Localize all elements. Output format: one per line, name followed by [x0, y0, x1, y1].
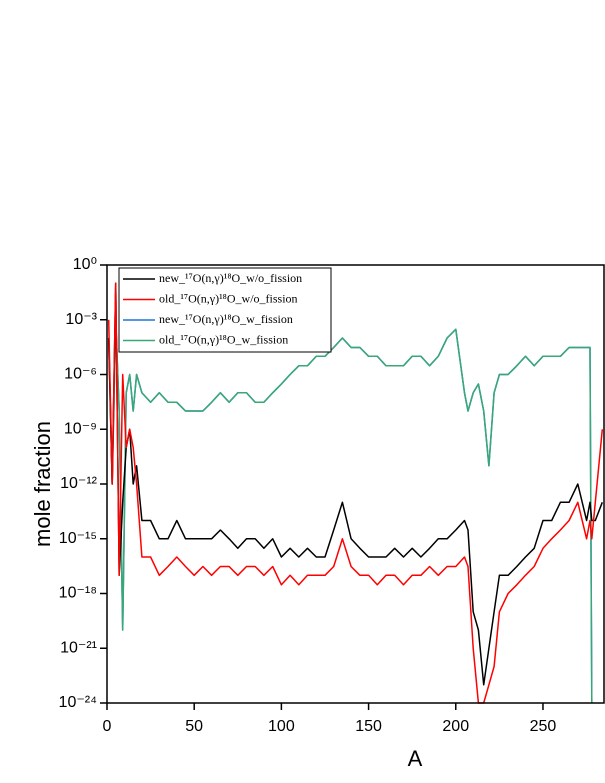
y-tick-label: 10⁰ — [73, 256, 97, 273]
y-axis-label: mole fraction — [30, 421, 55, 547]
legend-label: old_¹⁷O(n,γ)¹⁸O_w_fission — [159, 332, 288, 346]
y-tick-label: 10⁻¹⁸ — [59, 585, 97, 602]
y-tick-label: 10⁻¹⁵ — [59, 530, 97, 547]
y-tick-label: 10⁻⁹ — [64, 420, 97, 437]
x-tick-label: 150 — [355, 718, 382, 735]
series-line — [107, 282, 604, 686]
y-tick-label: 10⁻⁶ — [64, 366, 97, 383]
legend-label: old_¹⁷O(n,γ)¹⁸O_w/o_fission — [159, 291, 298, 305]
series-line — [107, 282, 604, 704]
y-tick-label: 10⁻¹² — [60, 475, 98, 492]
y-tick-label: 10⁻²¹ — [60, 639, 97, 656]
x-tick-label: 200 — [442, 718, 469, 735]
legend-label: new_¹⁷O(n,γ)¹⁸O_w/o_fission — [159, 271, 302, 285]
series-line — [107, 319, 593, 704]
x-tick-label: 100 — [268, 718, 295, 735]
x-tick-label: 250 — [530, 718, 557, 735]
x-axis-label: A — [408, 746, 423, 771]
legend-label: new_¹⁷O(n,γ)¹⁸O_w_fission — [159, 312, 293, 326]
series-line — [107, 319, 593, 704]
y-tick-label: 10⁻³ — [65, 311, 97, 328]
legend-box — [118, 267, 332, 353]
x-tick-label: 50 — [185, 718, 203, 735]
y-tick-label: 10⁻²⁴ — [59, 694, 98, 711]
x-tick-label: 0 — [103, 718, 112, 735]
